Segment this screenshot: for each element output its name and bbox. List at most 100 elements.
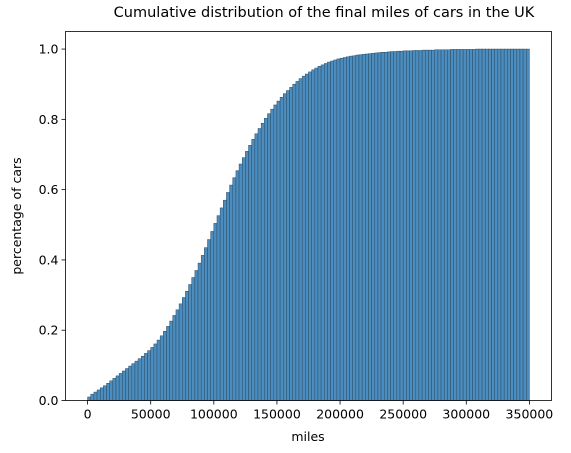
- histogram-bar: [510, 48, 514, 401]
- histogram-bar: [396, 50, 401, 401]
- histogram-bar: [425, 49, 429, 401]
- histogram-bar: [197, 262, 202, 401]
- histogram-bar: [122, 370, 126, 401]
- x-tick-label: 100000: [190, 407, 238, 422]
- histogram-bar: [380, 51, 385, 401]
- y-tick-label: 0.8: [39, 112, 59, 127]
- histogram-bar: [333, 59, 338, 401]
- histogram-bar: [223, 199, 227, 401]
- histogram-bar: [456, 49, 461, 401]
- histogram-bar: [472, 49, 477, 401]
- histogram-bar: [393, 51, 398, 401]
- histogram-bar: [137, 358, 142, 401]
- histogram-bar: [112, 378, 117, 401]
- histogram-bar: [447, 49, 451, 401]
- histogram-bar: [507, 48, 511, 401]
- histogram-bar: [466, 49, 470, 401]
- histogram-bar: [147, 350, 151, 401]
- histogram-bar: [516, 48, 521, 401]
- histogram-bar: [144, 353, 148, 401]
- histogram-bar: [513, 48, 518, 401]
- histogram-bar: [191, 277, 196, 401]
- histogram-bar: [241, 157, 246, 401]
- histogram-bar: [443, 49, 448, 401]
- histogram-bar: [276, 100, 281, 401]
- histogram-bar: [450, 49, 454, 401]
- histogram-bar: [286, 90, 290, 401]
- histogram-bar: [421, 49, 426, 401]
- x-tick-label: 0: [84, 407, 92, 422]
- y-axis-label: percentage of cars: [9, 157, 24, 274]
- histogram-bar: [131, 363, 136, 401]
- x-tick-label: 250000: [379, 407, 427, 422]
- histogram-bar: [238, 163, 243, 401]
- histogram-bar: [428, 49, 432, 401]
- histogram-bar: [248, 145, 252, 401]
- histogram-bar: [308, 71, 312, 401]
- histogram-bar: [216, 215, 221, 401]
- histogram-bar: [311, 69, 316, 401]
- axes-frame: [65, 31, 552, 401]
- histogram-bar: [283, 93, 287, 401]
- histogram-bar: [412, 50, 417, 401]
- histogram-bar: [440, 49, 445, 401]
- histogram-bar: [503, 48, 508, 401]
- histogram-bar: [374, 52, 379, 401]
- histogram-bar: [178, 303, 183, 401]
- histogram-bar: [339, 57, 344, 401]
- y-tick-label: 0.4: [39, 252, 59, 267]
- histogram-bar: [232, 177, 237, 401]
- x-tick-label: 350000: [506, 407, 554, 422]
- histogram-bar: [279, 96, 284, 401]
- histogram-bar: [377, 52, 382, 401]
- histogram-bar: [270, 108, 275, 401]
- histogram-bar: [156, 339, 161, 401]
- histogram-bar: [431, 49, 435, 401]
- histogram-bar: [494, 48, 499, 401]
- histogram-bar: [453, 49, 458, 401]
- histogram-bar: [298, 78, 303, 401]
- histogram-bar: [346, 56, 350, 401]
- histogram-bar: [320, 64, 325, 401]
- histogram-bar: [87, 396, 91, 401]
- histogram-bar: [358, 54, 363, 401]
- histogram-bar: [406, 50, 410, 401]
- histogram-bar: [163, 331, 167, 401]
- histogram-bar: [245, 151, 249, 401]
- histogram-bar: [200, 255, 205, 401]
- histogram-bar: [235, 170, 240, 401]
- histogram-bar: [213, 223, 218, 401]
- histogram-bar: [478, 48, 483, 401]
- histogram-bar: [118, 373, 123, 401]
- histogram-bar: [383, 51, 388, 401]
- histogram-bar: [169, 320, 174, 401]
- histogram-bar: [462, 49, 467, 401]
- histogram-bar: [289, 87, 293, 401]
- histogram-bar: [469, 49, 473, 401]
- histogram-bar: [260, 122, 265, 401]
- histogram-bar: [175, 309, 180, 401]
- histogram-bar: [106, 383, 110, 401]
- histogram-bar: [352, 55, 357, 401]
- histogram-bar: [361, 54, 366, 401]
- histogram-bar: [150, 347, 155, 401]
- histogram-bar: [488, 48, 492, 401]
- histogram-bar: [257, 128, 262, 401]
- histogram-bar: [526, 48, 530, 401]
- histogram-bar: [207, 239, 211, 401]
- histogram-bar: [93, 391, 98, 401]
- histogram-bar: [172, 315, 177, 401]
- histogram-bar: [96, 389, 101, 401]
- histogram-bar: [519, 48, 524, 401]
- y-axis-ticks: 0.0 0.2 0.4 0.6 0.8 1.0: [39, 42, 66, 408]
- histogram-bar: [324, 63, 328, 401]
- histogram-bar: [115, 375, 120, 401]
- histogram-bar: [390, 51, 394, 401]
- histogram-bar: [475, 48, 480, 401]
- histogram-bar: [153, 343, 158, 401]
- histogram-bar: [254, 133, 259, 401]
- histogram-bar: [264, 118, 268, 401]
- histogram-bar: [491, 48, 495, 401]
- histogram-bar: [409, 50, 413, 401]
